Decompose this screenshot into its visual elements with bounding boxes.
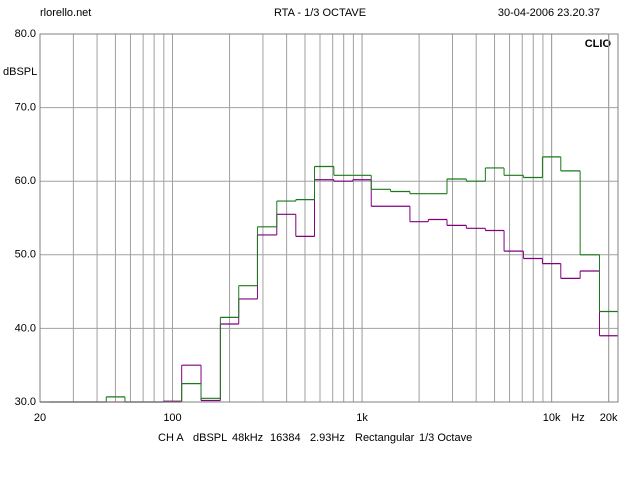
footer-item: 48kHz	[232, 432, 263, 444]
brand-label: CLIO	[585, 38, 612, 50]
footer-item: 1/3 Octave	[419, 432, 472, 444]
footer-item: 2.93Hz	[310, 432, 345, 444]
x-tick-label: 10k	[543, 412, 561, 424]
footer-item: CH A	[158, 432, 184, 444]
x-tick-label: 100	[163, 412, 181, 424]
footer-item: Rectangular	[355, 432, 415, 444]
chart-title: RTA - 1/3 OCTAVE	[274, 7, 366, 19]
y-tick-label: 60.0	[15, 175, 36, 187]
date-label: 30-04-2006 23.20.37	[498, 7, 600, 19]
y-tick-label: 30.0	[15, 396, 36, 408]
x-tick-label: 1k	[356, 412, 368, 424]
x-tick-label: 20	[34, 412, 46, 424]
footer-item: dBSPL	[193, 432, 227, 444]
site-label: rlorello.net	[40, 7, 91, 19]
x-tick-label: 20k	[600, 412, 618, 424]
y-tick-label: 50.0	[15, 249, 36, 261]
footer-item: 16384	[270, 432, 301, 444]
footer: CH A dBSPL 48kHz 16384 2.93Hz Rectangular 1/3 …	[158, 432, 472, 444]
y-axis-label: dBSPL	[3, 66, 37, 78]
plot-border	[39, 33, 619, 403]
x-unit-label: Hz	[571, 412, 584, 424]
y-tick-label: 70.0	[15, 102, 36, 114]
plot-area	[39, 33, 619, 403]
y-tick-label: 40.0	[15, 322, 36, 334]
y-tick-label: 80.0	[15, 28, 36, 40]
